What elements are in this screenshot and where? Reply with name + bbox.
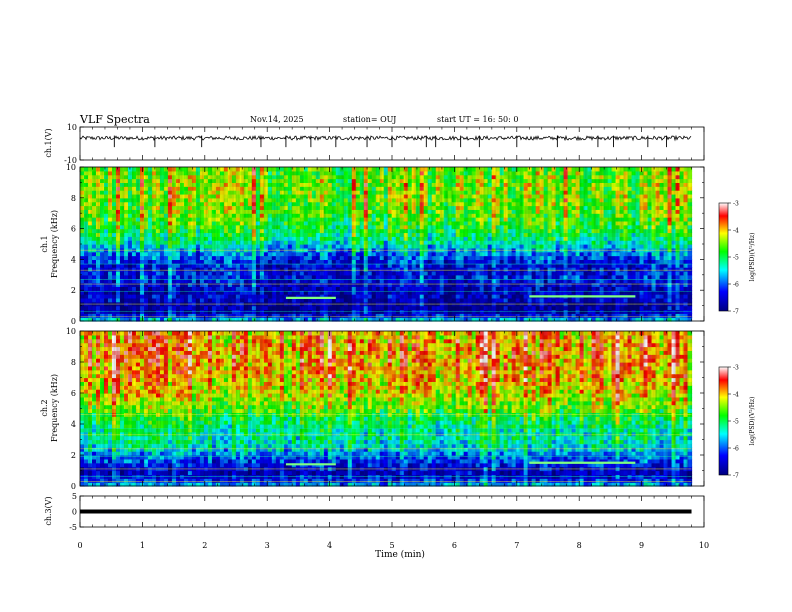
chart-title: VLF Spectra bbox=[80, 113, 150, 126]
ch1-waveform-ytick-label: 10 bbox=[67, 123, 77, 132]
ch1-waveform-ticks: 10 -10 bbox=[64, 123, 705, 165]
date-label: Nov.14, 2025 bbox=[250, 115, 304, 124]
ch1-waveform-spikes bbox=[113, 135, 668, 148]
ch1-waveform-panel: 10 -10 ch.1(V) bbox=[44, 123, 705, 165]
ch1-waveform-line bbox=[79, 134, 692, 142]
ch1-waveform-ylabel: ch.1(V) bbox=[44, 128, 53, 157]
start-time-label: start UT = 16: 50: 0 bbox=[437, 115, 519, 124]
ch1-waveform-ytick-label: -10 bbox=[64, 156, 77, 165]
station-label: station= OUJ bbox=[343, 115, 397, 124]
